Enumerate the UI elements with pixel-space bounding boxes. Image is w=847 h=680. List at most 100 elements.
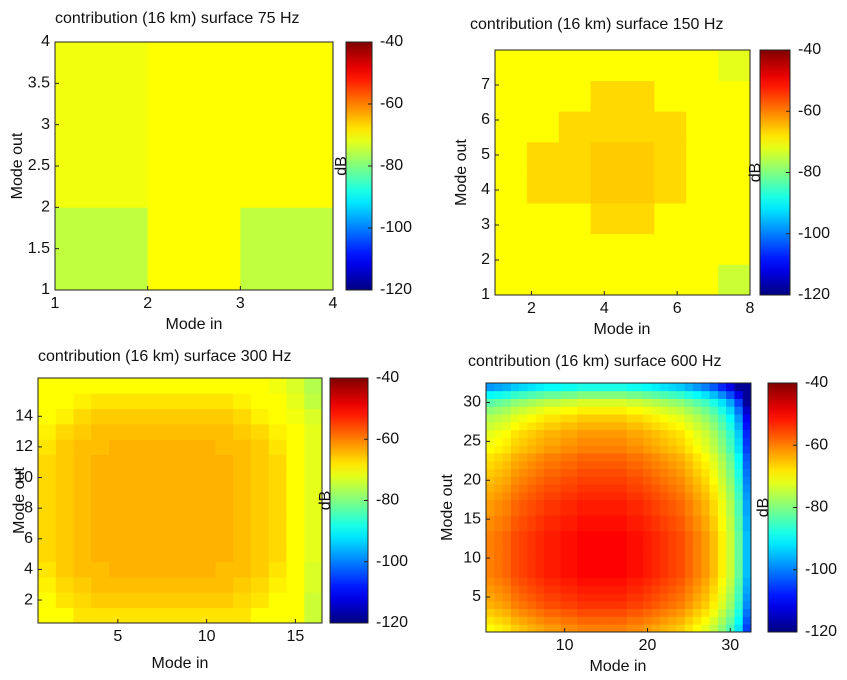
heatmap-cell [577, 437, 586, 446]
heatmap-cell [304, 393, 323, 410]
heatmap-cell [734, 507, 744, 516]
heatmap-cell [519, 515, 528, 524]
heatmap-cell [651, 491, 661, 501]
heatmap-cell [742, 476, 752, 485]
heatmap-cell [626, 624, 636, 633]
heatmap-cell [659, 616, 669, 625]
heatmap-cell [560, 499, 570, 508]
heatmap-cell [568, 390, 578, 399]
heatmap-cell [651, 530, 661, 540]
heatmap-cell [510, 453, 520, 462]
heatmap-cell [654, 111, 687, 143]
colorbar-tick-label: -60 [798, 102, 821, 119]
heatmap-cell [162, 546, 181, 563]
heatmap-cell [693, 468, 702, 477]
heatmap-cell [502, 624, 512, 633]
colorbar-tick-label: -60 [380, 95, 403, 112]
heatmap-cell [286, 500, 305, 517]
heatmap-cell [686, 141, 719, 173]
heatmap-cell [585, 515, 595, 524]
heatmap-cell [162, 577, 181, 593]
heatmap-cell [726, 468, 735, 477]
heatmap-cell [560, 453, 570, 462]
heatmap-cell [593, 398, 603, 407]
heatmap-cell [519, 437, 528, 446]
heatmap-cell [668, 530, 677, 540]
heatmap-cell [560, 429, 570, 438]
heatmap-cell [668, 616, 677, 625]
heatmap-cell [585, 523, 595, 532]
heatmap-cell [560, 577, 570, 586]
heatmap-cell [651, 429, 661, 438]
heatmap-cell [635, 593, 644, 602]
heatmap-cell [734, 523, 744, 532]
chart-title: contribution (16 km) surface 300 Hz [38, 348, 291, 365]
heatmap-cell [618, 476, 628, 485]
heatmap-cell [709, 507, 719, 516]
heatmap-cell [643, 523, 653, 532]
heatmap-cell [535, 390, 545, 399]
heatmap-cell [686, 111, 719, 143]
heatmap-cell [676, 577, 686, 586]
heatmap-cell [91, 515, 110, 532]
y-tick-label: 20 [463, 471, 481, 488]
heatmap-cell [726, 538, 735, 547]
heatmap-cell [684, 476, 694, 485]
heatmap-cell [126, 393, 145, 410]
heatmap-cell [676, 476, 686, 485]
heatmap-cell [585, 468, 595, 477]
heatmap-cell [109, 561, 128, 578]
heatmap-cell [742, 398, 752, 407]
heatmap-cell [709, 585, 719, 594]
heatmap-cell [676, 491, 686, 501]
heatmap-cell [535, 499, 545, 508]
heatmap-cell [73, 577, 92, 593]
heatmap-cell [717, 600, 727, 610]
heatmap-cell [718, 233, 751, 265]
heatmap-cell [543, 390, 553, 399]
heatmap-cell [643, 561, 653, 571]
heatmap-cell [73, 378, 92, 394]
heatmap-cell [233, 577, 252, 593]
heatmap-cell [568, 468, 578, 477]
heatmap-cell [519, 468, 528, 477]
heatmap-cell [684, 515, 694, 524]
heatmap-cell [286, 408, 305, 425]
y-tick-label: 8 [24, 499, 33, 516]
heatmap-cell [742, 546, 752, 555]
chart-title: contribution (16 km) surface 75 Hz [55, 10, 300, 27]
heatmap-cell [651, 538, 661, 547]
heatmap-cell [494, 523, 503, 532]
heatmap-cell [651, 561, 661, 571]
heatmap-cell [55, 393, 74, 410]
heatmap-cell [701, 390, 710, 399]
colorbar-tick-label: -100 [380, 219, 412, 236]
heatmap-cell [585, 530, 595, 540]
heatmap-cell [622, 264, 655, 296]
heatmap-cell [486, 546, 495, 555]
heatmap-cell [622, 233, 655, 265]
heatmap-cell [495, 233, 528, 265]
heatmap-cell [684, 585, 694, 594]
heatmap-cell [693, 429, 702, 438]
heatmap-cell [659, 546, 669, 555]
heatmap-cell [651, 390, 661, 399]
heatmap-cell [693, 523, 702, 532]
heatmap-cell [577, 429, 586, 438]
heatmap-cell [726, 453, 735, 462]
heatmap-cell [726, 546, 735, 555]
heatmap-cell [618, 445, 628, 454]
heatmap-cell [568, 460, 578, 469]
heatmap-cell [726, 585, 735, 594]
heatmap-cell [626, 608, 636, 617]
heatmap-cell [686, 264, 719, 296]
heatmap-cell [593, 429, 603, 438]
heatmap-cell [519, 445, 528, 454]
heatmap-cell [668, 390, 677, 399]
heatmap-cell [527, 569, 537, 578]
heatmap-cell [610, 616, 619, 625]
heatmap-cell [654, 203, 687, 235]
heatmap-cell [502, 515, 512, 524]
y-axis-label: Mode out [9, 132, 26, 199]
heatmap-cell [486, 414, 495, 423]
